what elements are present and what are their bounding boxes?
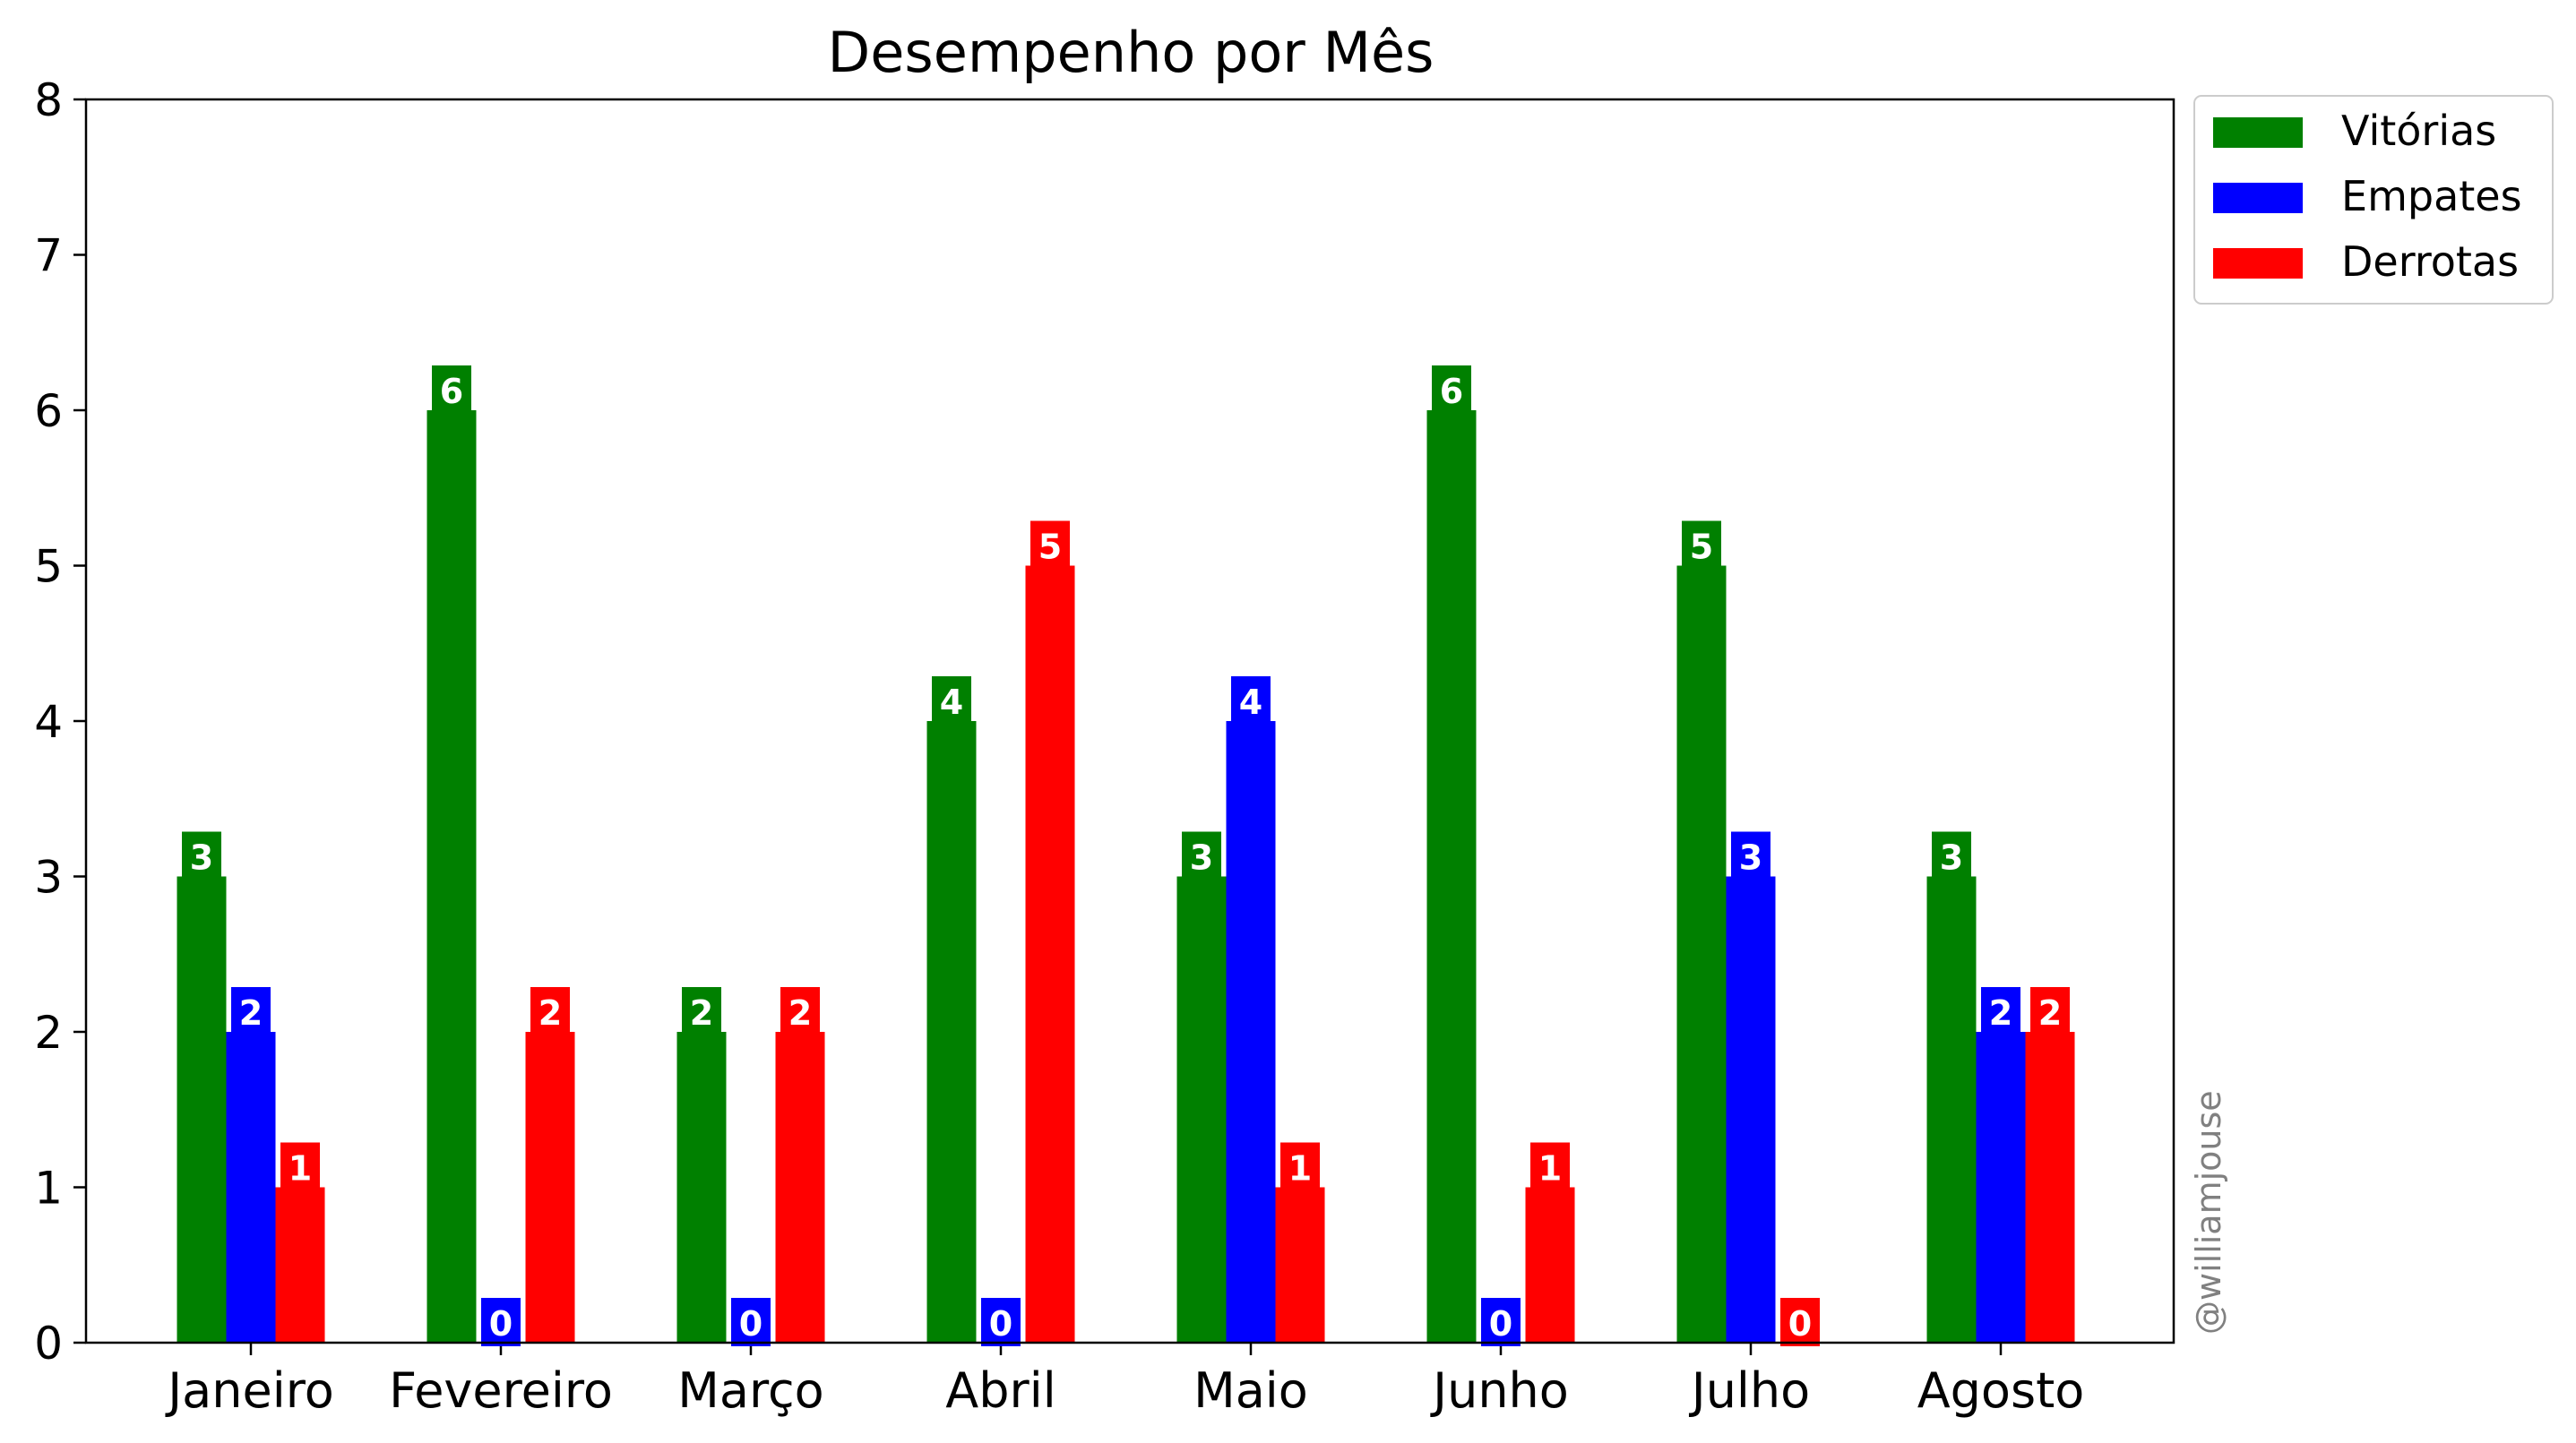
x-tick-label: Agosto [1917, 1362, 2085, 1419]
bar-vitórias [1176, 876, 1227, 1343]
data-label: 4 [940, 683, 963, 722]
x-tick-label: Janeiro [165, 1362, 334, 1419]
data-label-box [1731, 831, 1770, 880]
data-label: 2 [2038, 993, 2062, 1033]
x-tick-label: Março [677, 1362, 823, 1419]
data-label: 1 [1288, 1149, 1312, 1189]
data-label: 2 [788, 993, 812, 1033]
data-label-box [1780, 1298, 1820, 1346]
data-label-box [1432, 365, 1471, 414]
data-label-box [780, 987, 820, 1035]
y-tick-label: 4 [34, 696, 63, 748]
data-label-box [182, 831, 221, 880]
data-label: 2 [239, 993, 263, 1033]
data-label: 5 [1038, 528, 1062, 567]
bar-vitórias [676, 1032, 727, 1343]
data-label-box [530, 987, 570, 1035]
data-label-box [481, 1298, 521, 1346]
x-tick-label: Abril [945, 1362, 1055, 1419]
bar-vitórias [177, 876, 227, 1343]
data-label: 0 [739, 1304, 762, 1344]
data-label-box [1280, 1142, 1320, 1191]
data-label-box [2030, 987, 2070, 1035]
data-label-box [1981, 987, 2020, 1035]
data-label: 0 [1489, 1304, 1512, 1344]
y-tick-label: 6 [34, 385, 63, 437]
y-tick-label: 8 [34, 74, 63, 126]
watermark-text: @williamjouse [2189, 1090, 2228, 1335]
data-label: 0 [989, 1304, 1012, 1344]
data-label: 3 [1739, 838, 1762, 878]
y-axis: 0 1 2 3 4 5 6 7 8 [34, 74, 86, 1370]
y-tick-label: 3 [34, 852, 63, 904]
x-tick-label: Maio [1193, 1362, 1308, 1419]
bar-vitórias [1426, 410, 1477, 1343]
bar-derrotas [1025, 565, 1075, 1343]
bar-vitórias [426, 410, 477, 1343]
data-label-box [682, 987, 721, 1035]
data-label-box [1182, 831, 1221, 880]
data-label: 6 [440, 372, 463, 411]
legend-label: Empates [2341, 172, 2522, 220]
y-tick-label: 5 [34, 541, 63, 593]
data-label: 4 [1239, 683, 1262, 722]
data-label: 0 [489, 1304, 513, 1344]
bar-derrotas [275, 1187, 325, 1343]
plot-area-frame [84, 98, 2175, 1344]
bar-empates [1726, 876, 1776, 1343]
bar-vitórias [1676, 565, 1727, 1343]
data-label: 2 [538, 993, 562, 1033]
bar-empates [1976, 1032, 2026, 1343]
bar-derrotas [775, 1032, 825, 1343]
data-label-box [1932, 831, 1971, 880]
data-label-box [932, 676, 971, 725]
chart-title: Desempenho por Mês [828, 20, 1434, 85]
bar-vitórias [926, 721, 977, 1343]
y-tick-label: 2 [34, 1007, 63, 1059]
bar-derrotas [2025, 1032, 2075, 1343]
data-label-box [1481, 1298, 1521, 1346]
data-label-box [1530, 1142, 1570, 1191]
bar-vitórias [1926, 876, 1977, 1343]
data-label: 3 [1940, 838, 1963, 878]
data-label: 3 [190, 838, 213, 878]
legend-swatch [2213, 248, 2303, 279]
y-tick-label: 7 [34, 230, 63, 282]
data-label: 6 [1440, 372, 1463, 411]
bar-derrotas [1525, 1187, 1575, 1343]
bar-empates [1226, 721, 1276, 1343]
bar-derrotas [1275, 1187, 1325, 1343]
legend-swatch [2213, 183, 2303, 213]
data-label-box [1231, 676, 1271, 725]
x-tick-label: Junho [1430, 1362, 1569, 1419]
x-tick-label: Julho [1689, 1362, 1810, 1419]
data-label: 3 [1190, 838, 1213, 878]
legend: Vitórias Empates Derrotas [2193, 95, 2554, 305]
bar-empates [226, 1032, 276, 1343]
data-label-box [731, 1298, 771, 1346]
bar-derrotas [525, 1032, 575, 1343]
data-label: 1 [289, 1149, 312, 1189]
legend-swatch [2213, 117, 2303, 148]
x-tick-label: Fevereiro [389, 1362, 613, 1419]
data-label-box [1030, 520, 1070, 570]
data-label-box [981, 1298, 1021, 1346]
data-label: 0 [1788, 1304, 1812, 1344]
bars [177, 410, 2075, 1343]
legend-label: Derrotas [2341, 237, 2519, 286]
y-tick-label: 1 [34, 1163, 63, 1215]
x-axis: Janeiro Fevereiro Março Abril Maio Junho Julho… [165, 1343, 2084, 1419]
data-label-box [1682, 520, 1721, 570]
legend-label: Vitórias [2341, 107, 2496, 155]
data-label-box [432, 365, 471, 414]
y-tick-label: 0 [34, 1318, 63, 1370]
data-label: 2 [690, 993, 713, 1033]
data-label: 1 [1538, 1149, 1562, 1189]
data-label-box [280, 1142, 320, 1191]
data-label: 2 [1989, 993, 2012, 1033]
data-label-box [231, 987, 271, 1035]
data-label: 5 [1690, 528, 1713, 567]
